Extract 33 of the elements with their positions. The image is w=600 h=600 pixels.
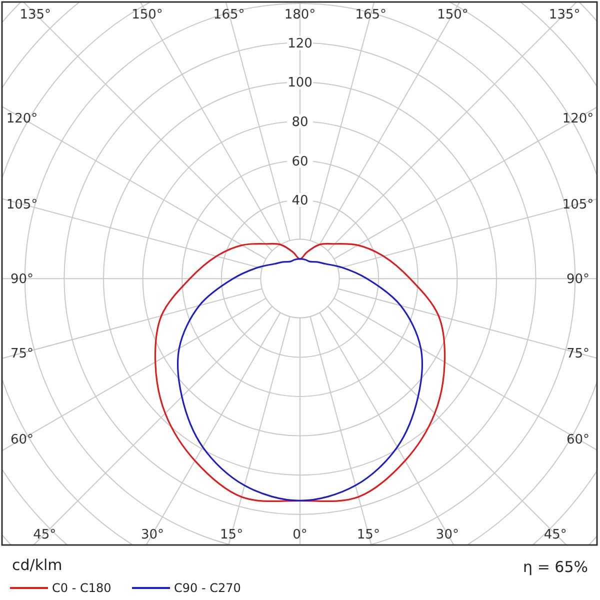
text: η = 65%	[523, 558, 588, 576]
spoke-label: 105°	[562, 198, 594, 213]
spoke-label: 105°	[6, 198, 38, 213]
spoke-label: 30°	[141, 528, 164, 543]
text: cd/klm	[12, 556, 62, 574]
y-tick-label: 60	[292, 154, 308, 170]
spoke-label: 180°	[284, 8, 316, 23]
spoke-label: 120°	[562, 112, 594, 127]
legend-label: C90 - C270	[174, 581, 241, 596]
spoke-label: 120°	[6, 112, 38, 127]
y-tick-label: 80	[292, 114, 308, 130]
y-tick-label: 40	[292, 194, 308, 209]
spoke-label: 150°	[437, 8, 468, 23]
spoke-label: 150°	[132, 8, 163, 23]
y-tick-label: 120	[288, 36, 312, 52]
spoke-label: 75°	[10, 346, 34, 362]
spoke-label: 60°	[10, 432, 34, 448]
legend-label: C0 - C180	[52, 581, 112, 596]
spoke-label: 165°	[213, 8, 245, 23]
y-tick-label: 100	[288, 76, 312, 91]
spoke-label: 165°	[355, 8, 387, 23]
spoke-label: 45°	[33, 528, 56, 543]
spoke-label: 90°	[10, 272, 34, 288]
spoke-label: 135°	[548, 8, 580, 23]
spoke-label: 0°	[292, 528, 308, 543]
spoke-label: 60°	[566, 432, 590, 448]
spoke-label: 45°	[544, 528, 567, 543]
spoke-label: 15°	[356, 528, 380, 543]
spoke-label: 15°	[220, 528, 244, 543]
spoke-label: 75°	[566, 346, 590, 362]
spoke-label: 90°	[566, 272, 590, 288]
spoke-label: 135°	[20, 8, 52, 23]
spoke-label: 30°	[436, 528, 459, 543]
